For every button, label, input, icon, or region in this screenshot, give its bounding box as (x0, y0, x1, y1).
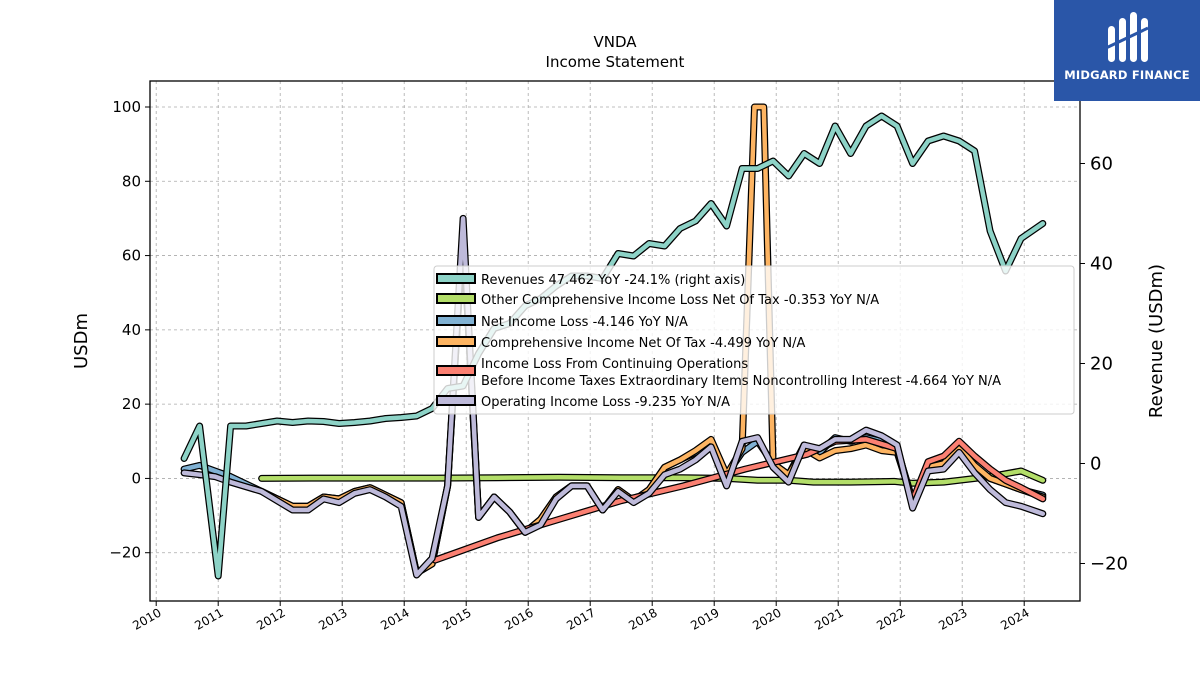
y-tick-label-left: 20 (122, 395, 141, 413)
y-tick-label-right: −20 (1090, 554, 1128, 575)
x-tick-label: 2021 (812, 605, 845, 632)
legend-swatch (436, 365, 476, 376)
legend-swatch (436, 293, 476, 304)
y-tick-label-left: 100 (112, 98, 141, 116)
y-tick-label-left: −20 (109, 544, 141, 562)
legend-entry: Operating Income Loss -9.235 YoY N/A (481, 395, 730, 410)
x-tick-label: 2014 (378, 605, 411, 632)
y-tick-label-left: 60 (122, 247, 141, 265)
legend-swatch (436, 273, 476, 284)
x-tick-label: 2010 (130, 605, 163, 632)
x-tick-label: 2011 (192, 605, 225, 632)
x-tick-label: 2013 (316, 605, 349, 632)
x-tick-label: 2019 (688, 605, 721, 632)
x-tick-label: 2015 (440, 605, 473, 632)
legend-swatch (436, 315, 476, 326)
y-tick-label-right: 0 (1090, 454, 1101, 475)
series-line (181, 216, 1046, 578)
y-tick-label-right: 60 (1090, 154, 1113, 175)
legend: Revenues 47.462 YoY -24.1% (right axis) O… (433, 265, 1075, 415)
x-tick-label: 2018 (626, 605, 659, 632)
x-tick-label: 2023 (936, 605, 969, 632)
plot-frame (149, 80, 1081, 602)
legend-box (433, 265, 1075, 415)
midgard-logo-icon (1105, 12, 1149, 62)
legend-swatch (436, 336, 476, 347)
legend-entry: Revenues 47.462 YoY -24.1% (right axis) (481, 273, 745, 288)
x-tick-label: 2017 (564, 605, 597, 632)
chart-subtitle: Income Statement (546, 53, 685, 71)
legend-entry-line: Before Income Taxes Extraordinary Items … (481, 374, 1001, 389)
brand-logo-text: MIDGARD FINANCE (1064, 68, 1190, 82)
x-tick-label: 2024 (998, 605, 1031, 632)
legend-entry: Comprehensive Income Net Of Tax -4.499 Y… (481, 336, 806, 351)
y-axis-label-right: Revenue (USDm) (1146, 264, 1167, 418)
x-tick-label: 2012 (254, 605, 287, 632)
chart-title: VNDA (593, 33, 637, 51)
y-tick-label-left: 40 (122, 321, 141, 339)
legend-entry: Other Comprehensive Income Loss Net Of T… (481, 293, 879, 308)
y-axis-label-left: USDm (71, 313, 92, 369)
y-tick-label-right: 20 (1090, 354, 1113, 375)
legend-entry: Income Loss From Continuing Operations Be… (481, 357, 1001, 389)
x-tick-label: 2022 (874, 605, 907, 632)
legend-entry-line: Income Loss From Continuing Operations (481, 357, 748, 372)
axes: 2010 2011 2012 2013 2014 2015 2016 2017 2018 2019… (109, 98, 1128, 633)
x-tick-label: 2016 (502, 605, 535, 632)
legend-swatch (436, 395, 476, 406)
y-tick-label-left: 0 (131, 469, 141, 487)
brand-logo: MIDGARD FINANCE (1054, 0, 1200, 101)
y-tick-label-right: 40 (1090, 254, 1113, 275)
legend-entry: Net Income Loss -4.146 YoY N/A (481, 315, 688, 330)
x-tick-label: 2020 (750, 605, 783, 632)
y-tick-label-left: 80 (122, 172, 141, 190)
